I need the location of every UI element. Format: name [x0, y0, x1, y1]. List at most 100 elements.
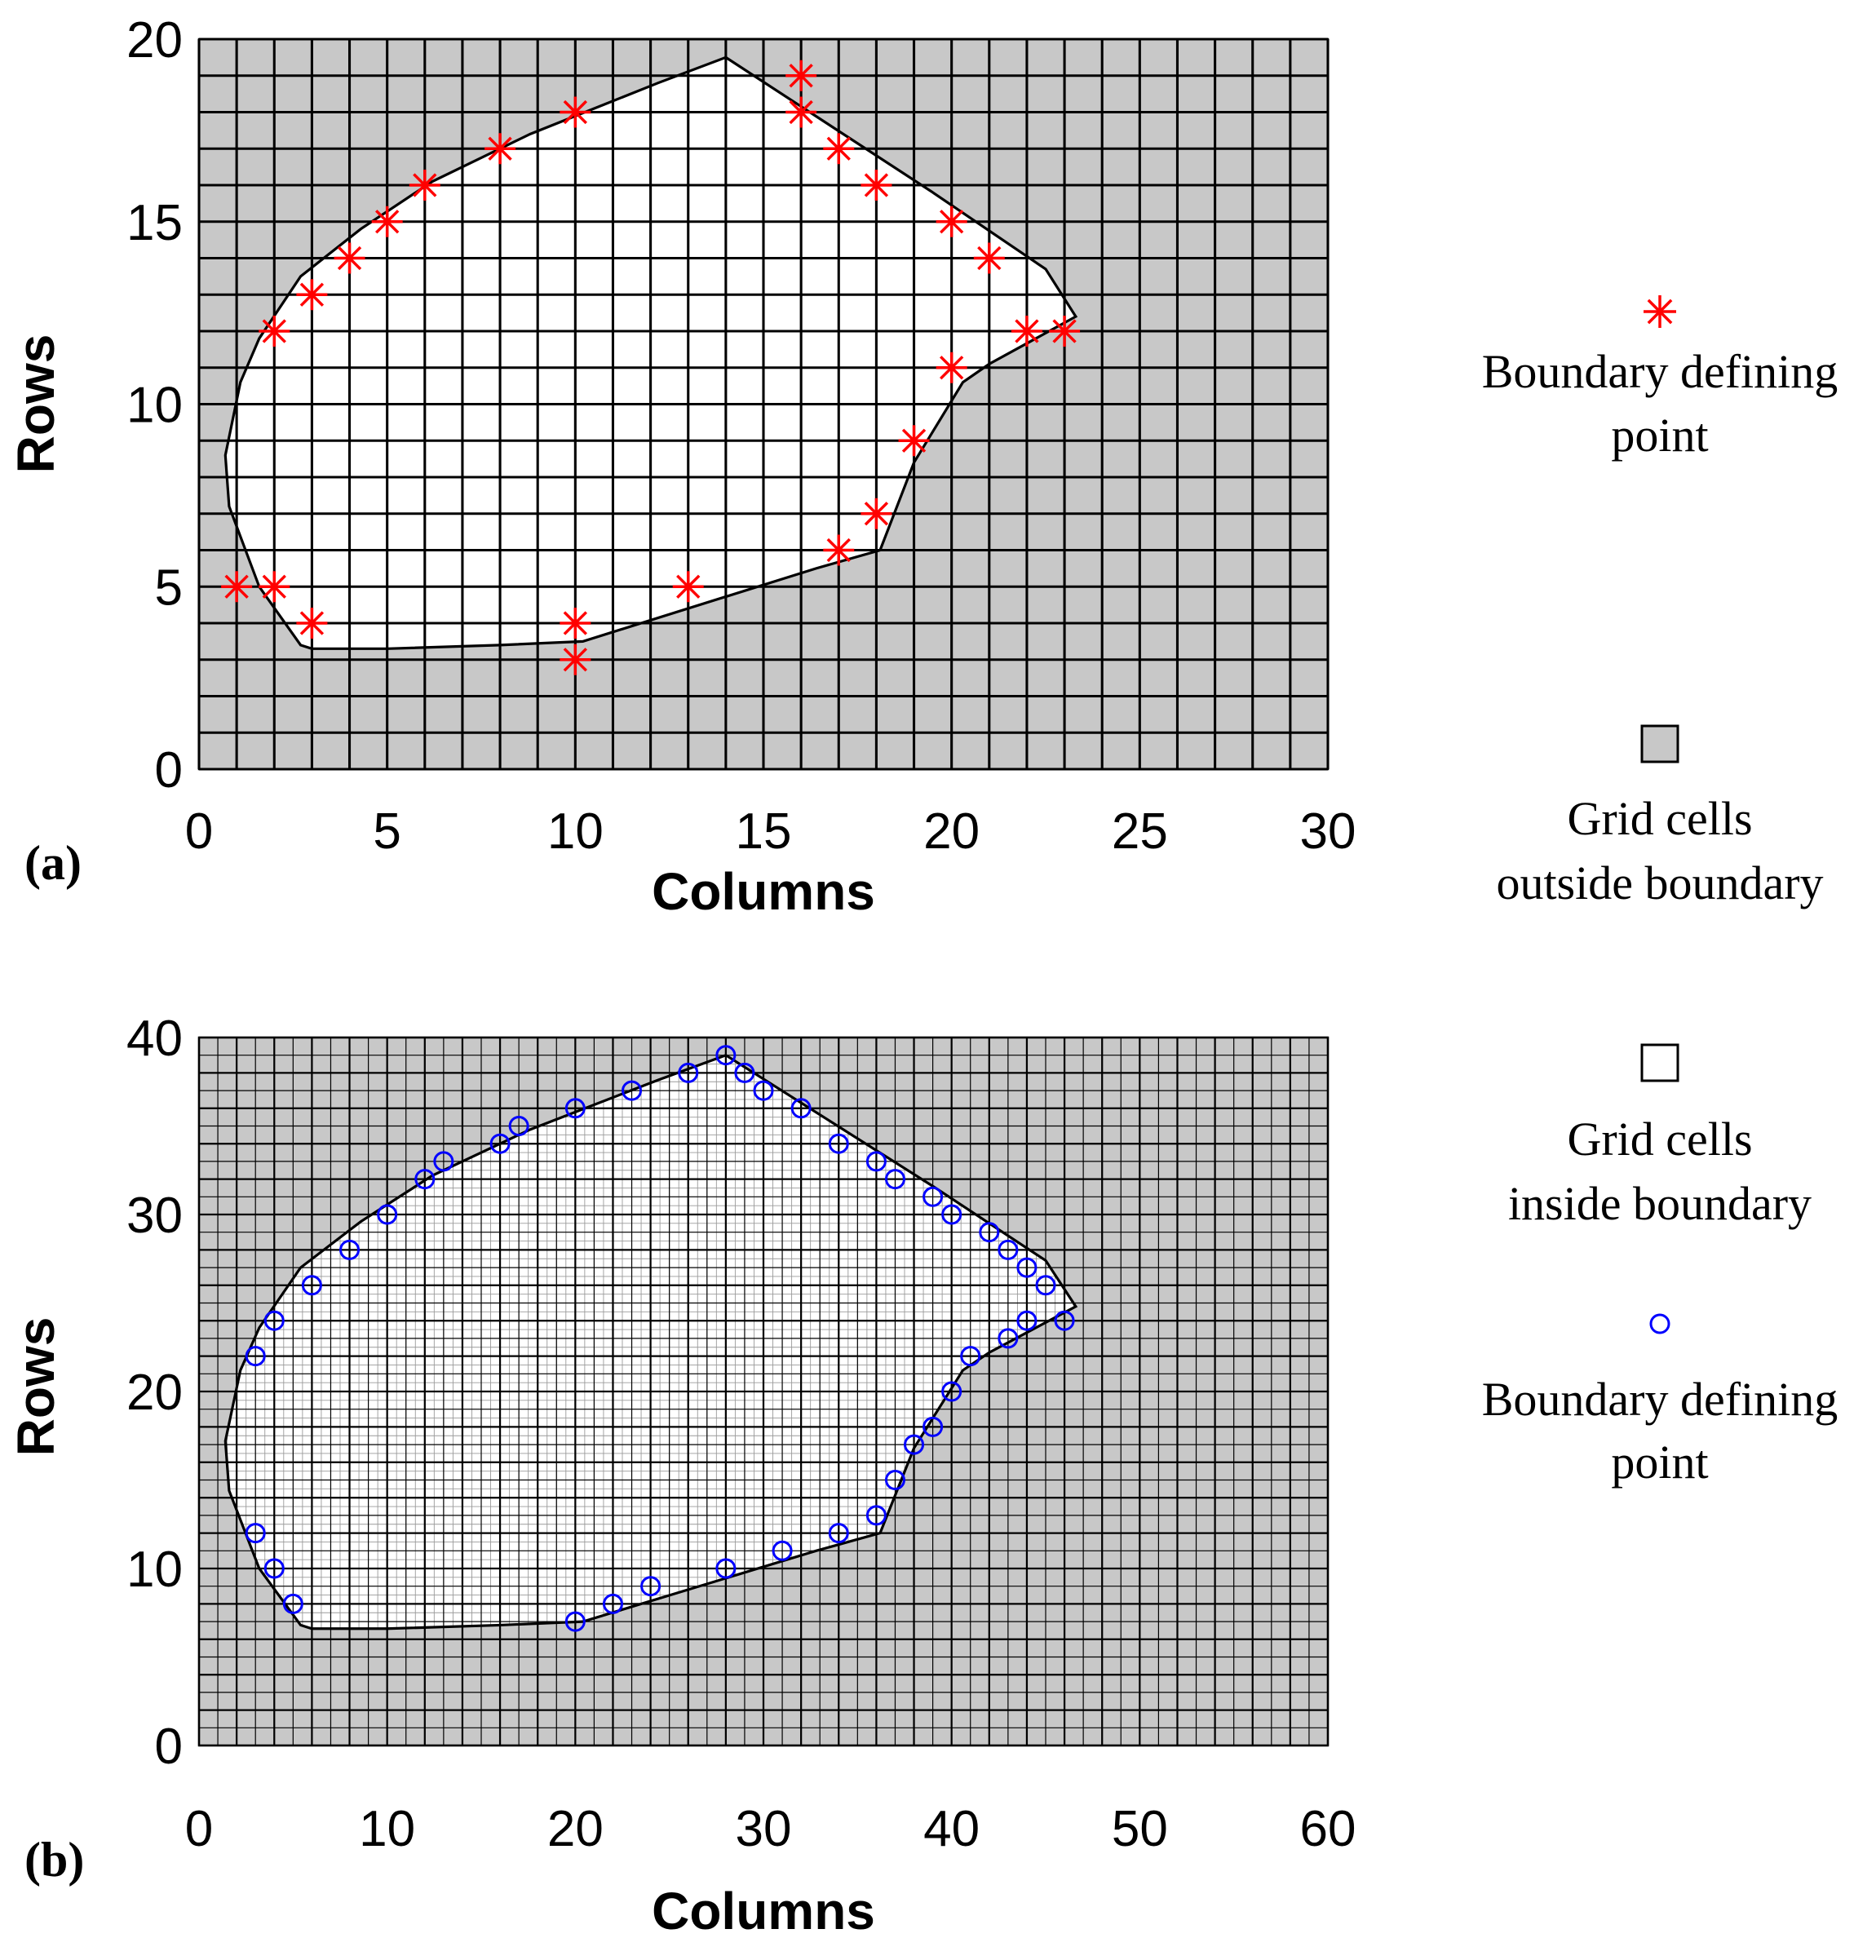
y-tick-label: 0: [155, 1719, 183, 1775]
boundary-outline: [223, 1053, 1078, 1630]
panel-a-chart: 0 5 10 15 20 25 30 0 5 10 15 20 Columns Rows (a): [7, 12, 1356, 921]
boundary-point: [1011, 316, 1042, 347]
boundary-point: [564, 1098, 586, 1119]
boundary-point: [245, 1346, 266, 1367]
y-tick-label: 10: [126, 1542, 183, 1598]
boundary-point: [484, 133, 516, 165]
legend-white-square-marker: [1640, 1043, 1679, 1082]
boundary-point: [672, 571, 704, 603]
panel-b-chart: 0 10 20 30 40 50 60 0 10 20 30 40 Columns Rows (b): [7, 1011, 1356, 1940]
x-tick-label: 50: [1112, 1801, 1168, 1857]
boundary-point: [753, 1080, 774, 1101]
legend-asterisk-marker: [1644, 295, 1676, 328]
boundary-point: [941, 1204, 962, 1225]
boundary-point: [790, 1098, 812, 1119]
boundary-point: [923, 1416, 944, 1437]
boundary-point: [263, 1558, 285, 1579]
boundary-point: [715, 1045, 737, 1066]
x-tick-label: 10: [359, 1801, 415, 1857]
x-tick-label: 0: [185, 803, 213, 860]
boundary-point: [865, 1151, 887, 1172]
boundary-point: [861, 170, 892, 201]
boundary-point: [785, 96, 817, 128]
x-tick-label: 15: [736, 803, 792, 860]
boundary-point: [960, 1346, 981, 1367]
boundary-point: [936, 206, 967, 237]
axes-frame: [197, 38, 1330, 771]
boundary-point: [433, 1151, 454, 1172]
grid-lines: [197, 1036, 1330, 1747]
boundary-point: [1054, 1310, 1075, 1331]
boundary-point: [377, 1204, 398, 1225]
boundary-point: [508, 1116, 529, 1136]
x-tick-label: 30: [736, 1801, 792, 1857]
axes-frame: [197, 1036, 1330, 1747]
legend-grey-square-marker: [1640, 724, 1679, 763]
boundary-point: [409, 170, 440, 201]
legend-label-line1: Grid cells: [1567, 792, 1752, 845]
boundary-point: [1049, 316, 1081, 347]
y-axis-label: Rows: [7, 1317, 65, 1457]
boundary-point: [884, 1470, 905, 1490]
boundary-point: [973, 242, 1005, 274]
boundary-point: [884, 1169, 905, 1190]
x-tick-label: 10: [547, 803, 604, 860]
boundary-point: [339, 1239, 361, 1260]
x-tick-label: 20: [547, 1801, 604, 1857]
boundary-point: [923, 1186, 944, 1207]
x-tick-label: 25: [1112, 803, 1168, 860]
boundary-point: [301, 1275, 322, 1296]
legend-circle-marker: [1649, 1313, 1670, 1334]
boundary-point: [828, 1133, 849, 1154]
boundary-point: [678, 1062, 699, 1083]
legend-entry: Grid cells outside boundary: [1496, 724, 1824, 909]
y-tick-label: 30: [126, 1188, 183, 1244]
x-tick-label: 30: [1300, 803, 1356, 860]
legend-label-line1: Grid cells: [1567, 1113, 1752, 1166]
boundary-point: [296, 608, 328, 639]
y-axis-label: Rows: [7, 334, 65, 474]
boundary-point: [489, 1133, 511, 1154]
boundary-point: [245, 1523, 266, 1544]
boundary-point: [371, 206, 403, 237]
y-tick-label: 15: [126, 195, 183, 251]
boundary-point: [622, 1080, 643, 1101]
boundary-point: [414, 1169, 436, 1190]
boundary-point: [282, 1593, 303, 1614]
legend: Boundary defining point Grid cells outside …: [1482, 295, 1838, 1489]
boundary-point: [998, 1239, 1019, 1260]
x-axis-label: Columns: [652, 862, 875, 921]
series-boundary-points: [245, 1045, 1075, 1632]
boundary-point: [941, 1381, 962, 1402]
legend-label-line2: outside boundary: [1496, 856, 1823, 909]
legend-label-line1: Boundary defining: [1482, 1373, 1838, 1426]
boundary-point: [602, 1593, 623, 1614]
boundary-point: [734, 1062, 755, 1083]
boundary-point: [1016, 1257, 1038, 1278]
legend-label-line1: Boundary defining: [1482, 345, 1838, 398]
series-boundary-points: [221, 60, 1081, 675]
boundary-point: [998, 1328, 1019, 1349]
boundary-point: [1016, 1310, 1038, 1331]
boundary-point: [263, 1310, 285, 1331]
boundary-point: [296, 279, 328, 311]
boundary-point: [221, 571, 253, 603]
boundary-point: [823, 534, 855, 566]
x-tick-label: 20: [923, 803, 980, 860]
boundary-point: [772, 1540, 793, 1561]
boundary-point: [259, 316, 290, 347]
boundary-point: [861, 498, 892, 529]
boundary-point: [564, 1611, 586, 1632]
y-tick-label: 5: [155, 560, 183, 616]
y-tick-label: 40: [126, 1011, 183, 1067]
y-tick-label: 20: [126, 1365, 183, 1421]
y-tick-label: 10: [126, 378, 183, 434]
legend-label-line2: point: [1611, 1436, 1708, 1489]
grid-lines: [197, 38, 1330, 771]
x-tick-label: 0: [185, 1801, 213, 1857]
boundary-point: [1035, 1275, 1056, 1296]
boundary-point: [560, 96, 591, 128]
boundary-point: [865, 1505, 887, 1526]
boundary-point: [898, 425, 930, 457]
